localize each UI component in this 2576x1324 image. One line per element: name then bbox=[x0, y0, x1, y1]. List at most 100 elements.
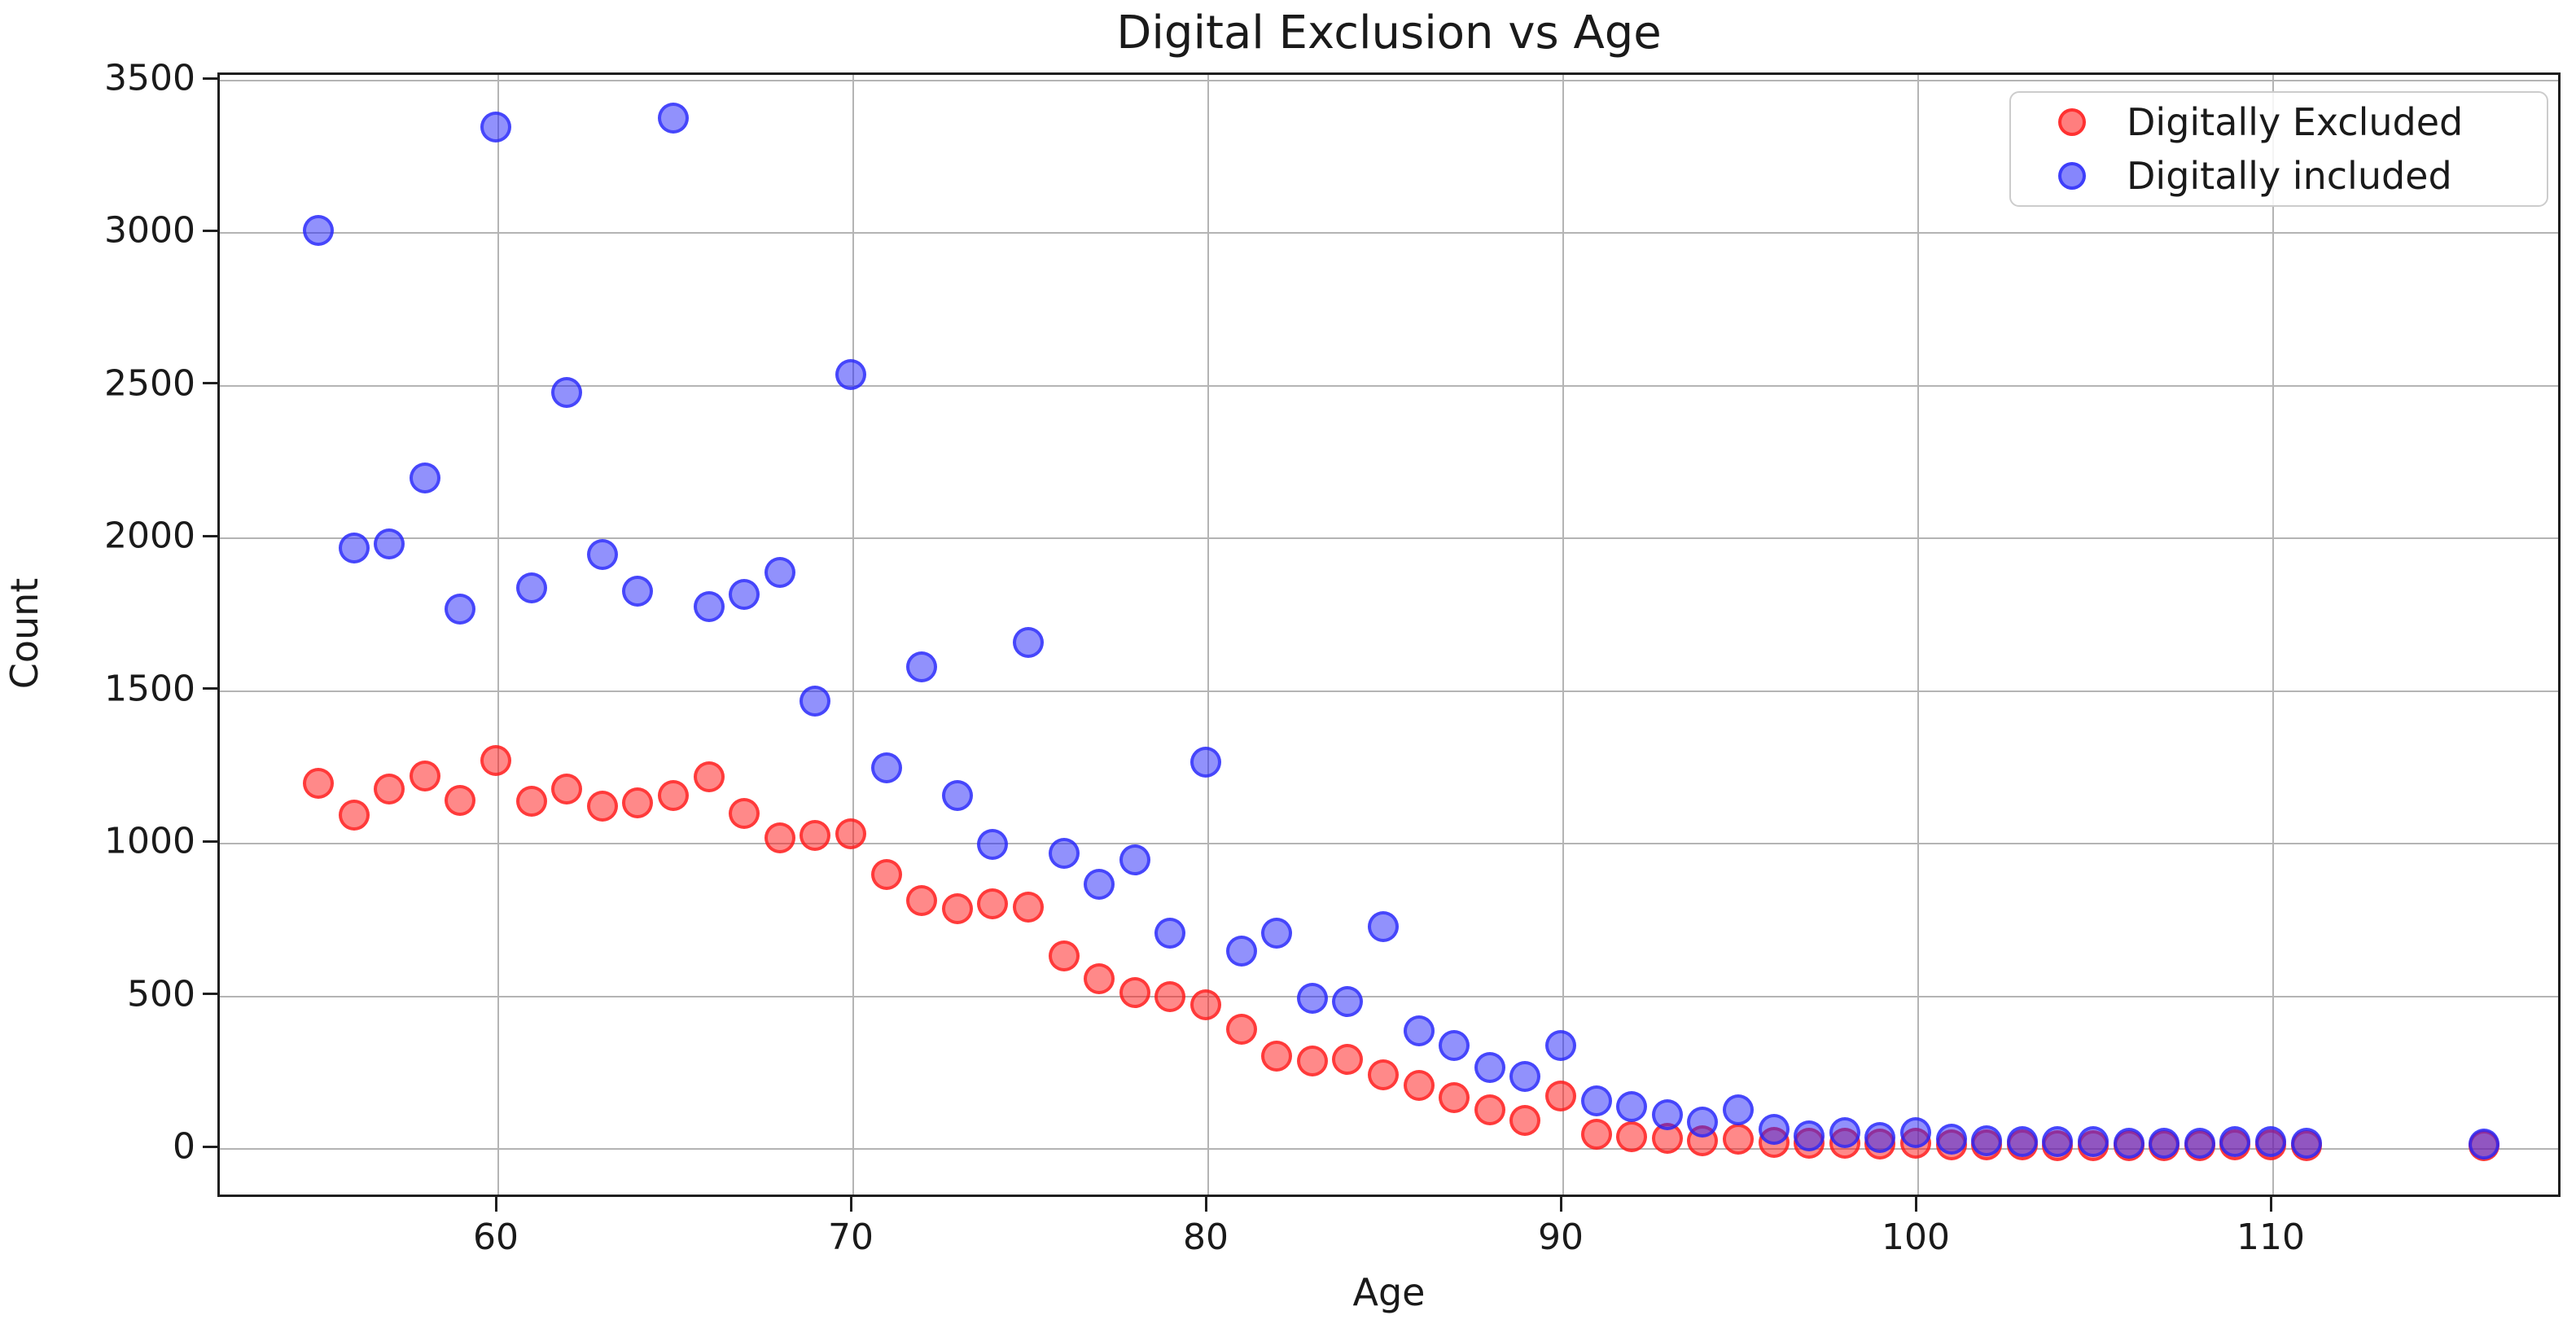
point-excluded-age-91 bbox=[1580, 1119, 1612, 1150]
point-excluded-age-87 bbox=[1439, 1082, 1470, 1114]
legend-label-included: Digitally included bbox=[2127, 154, 2452, 199]
point-included-age-65 bbox=[658, 102, 689, 134]
y-tick-mark-3000 bbox=[203, 229, 217, 232]
y-tick-mark-0 bbox=[203, 1145, 217, 1148]
point-excluded-age-90 bbox=[1545, 1081, 1576, 1112]
point-included-age-86 bbox=[1403, 1015, 1435, 1046]
point-included-age-60 bbox=[480, 111, 511, 142]
point-included-age-105 bbox=[2078, 1126, 2109, 1158]
y-axis-label: Count bbox=[2, 577, 46, 690]
x-tick-mark-80 bbox=[1204, 1197, 1207, 1212]
point-included-age-56 bbox=[338, 533, 370, 564]
point-included-age-72 bbox=[906, 651, 938, 683]
point-excluded-age-58 bbox=[409, 760, 440, 791]
y-tick-label-3500: 3500 bbox=[104, 57, 195, 99]
point-excluded-age-72 bbox=[906, 885, 938, 917]
point-included-age-62 bbox=[551, 377, 583, 409]
point-included-age-97 bbox=[1794, 1120, 1825, 1151]
point-included-age-64 bbox=[622, 575, 654, 607]
y-tick-mark-2000 bbox=[203, 534, 217, 537]
point-excluded-age-78 bbox=[1119, 976, 1150, 1008]
x-tick-label-90: 90 bbox=[1538, 1217, 1584, 1258]
point-included-age-103 bbox=[2006, 1126, 2038, 1158]
point-included-age-59 bbox=[445, 594, 476, 625]
point-excluded-age-57 bbox=[374, 774, 405, 805]
point-excluded-age-85 bbox=[1368, 1059, 1399, 1090]
x-tick-label-100: 100 bbox=[1882, 1217, 1950, 1258]
point-excluded-age-77 bbox=[1084, 962, 1115, 994]
x-axis-label: Age bbox=[1352, 1270, 1426, 1314]
point-included-age-83 bbox=[1296, 983, 1328, 1015]
point-included-age-92 bbox=[1616, 1091, 1648, 1123]
point-excluded-age-73 bbox=[941, 892, 973, 924]
y-tick-label-3000: 3000 bbox=[104, 209, 195, 252]
point-excluded-age-79 bbox=[1154, 981, 1186, 1013]
gridline-y-3000 bbox=[220, 232, 2558, 235]
point-included-age-58 bbox=[409, 463, 440, 494]
point-excluded-age-80 bbox=[1190, 989, 1221, 1020]
point-excluded-age-63 bbox=[586, 791, 618, 822]
y-tick-label-2000: 2000 bbox=[104, 515, 195, 557]
point-included-age-71 bbox=[870, 752, 902, 784]
point-included-age-89 bbox=[1509, 1060, 1541, 1092]
point-included-age-84 bbox=[1332, 985, 1364, 1017]
point-excluded-age-88 bbox=[1474, 1094, 1505, 1126]
legend-item-included: Digitally included bbox=[2011, 151, 2547, 201]
legend-item-excluded: Digitally Excluded bbox=[2011, 97, 2547, 147]
point-excluded-age-59 bbox=[445, 784, 476, 816]
legend-label-excluded: Digitally Excluded bbox=[2127, 99, 2464, 144]
gridline-y-0 bbox=[220, 1148, 2558, 1150]
x-tick-mark-90 bbox=[1559, 1197, 1562, 1212]
point-included-age-109 bbox=[2219, 1126, 2251, 1158]
y-tick-mark-2500 bbox=[203, 382, 217, 385]
point-included-age-80 bbox=[1190, 746, 1221, 778]
gridline-y-2000 bbox=[220, 537, 2558, 540]
y-tick-mark-3500 bbox=[203, 77, 217, 80]
point-included-age-94 bbox=[1687, 1107, 1719, 1138]
point-included-age-102 bbox=[1971, 1125, 2003, 1157]
point-included-age-81 bbox=[1225, 936, 1257, 967]
point-excluded-age-55 bbox=[303, 767, 334, 799]
point-included-age-66 bbox=[693, 590, 725, 622]
point-included-age-57 bbox=[374, 528, 405, 559]
point-included-age-110 bbox=[2255, 1126, 2286, 1158]
point-included-age-78 bbox=[1119, 844, 1150, 875]
point-excluded-age-69 bbox=[800, 819, 831, 851]
point-included-age-77 bbox=[1084, 868, 1115, 900]
point-included-age-76 bbox=[1048, 838, 1080, 870]
point-excluded-age-71 bbox=[870, 859, 902, 891]
point-included-age-91 bbox=[1580, 1085, 1612, 1116]
point-included-age-106 bbox=[2113, 1127, 2144, 1159]
point-excluded-age-81 bbox=[1225, 1013, 1257, 1045]
point-included-age-55 bbox=[303, 215, 334, 247]
point-excluded-age-89 bbox=[1509, 1105, 1541, 1137]
point-included-age-93 bbox=[1651, 1098, 1683, 1130]
point-included-age-73 bbox=[941, 779, 973, 811]
x-tick-mark-100 bbox=[1914, 1197, 1917, 1212]
point-included-age-108 bbox=[2184, 1127, 2215, 1159]
point-excluded-age-70 bbox=[835, 818, 866, 849]
y-tick-mark-1000 bbox=[203, 840, 217, 843]
point-excluded-age-74 bbox=[977, 888, 1009, 919]
legend: Digitally Excluded Digitally included bbox=[2009, 91, 2548, 207]
point-included-age-85 bbox=[1368, 911, 1399, 943]
point-excluded-age-62 bbox=[551, 774, 583, 805]
legend-marker-blue-icon bbox=[2058, 162, 2086, 191]
x-tick-label-110: 110 bbox=[2236, 1217, 2305, 1258]
point-included-age-67 bbox=[729, 578, 760, 610]
point-included-age-95 bbox=[1723, 1094, 1754, 1126]
y-tick-mark-500 bbox=[203, 993, 217, 996]
x-tick-label-60: 60 bbox=[473, 1217, 519, 1258]
y-tick-label-1500: 1500 bbox=[104, 668, 195, 710]
point-included-age-107 bbox=[2149, 1127, 2180, 1159]
x-tick-mark-60 bbox=[494, 1197, 497, 1212]
point-included-age-101 bbox=[1935, 1123, 1967, 1155]
gridline-x-110 bbox=[2272, 75, 2274, 1195]
point-excluded-age-82 bbox=[1261, 1041, 1293, 1072]
y-tick-label-500: 500 bbox=[127, 973, 195, 1015]
point-excluded-age-65 bbox=[658, 779, 689, 811]
point-included-age-75 bbox=[1013, 627, 1044, 659]
point-included-age-70 bbox=[835, 358, 866, 390]
x-tick-mark-110 bbox=[2269, 1197, 2272, 1212]
